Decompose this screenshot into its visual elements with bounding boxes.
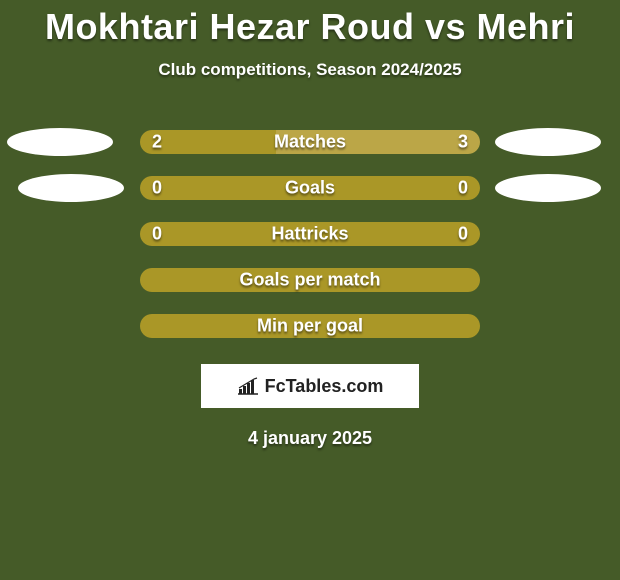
stat-rows: 2 3 Matches 0 0 Goals 0 0 Hattricks Goals per mat… [0,130,620,338]
stat-value-left: 2 [152,132,162,153]
team-ellipse-left [18,174,124,202]
stat-bar: Min per goal [140,314,480,338]
logo-box: FcTables.com [201,364,419,408]
stat-label: Hattricks [271,224,348,245]
stat-value-right: 0 [458,178,468,199]
date-line: 4 january 2025 [0,428,620,449]
stat-label: Goals [285,178,335,199]
stat-label: Goals per match [239,270,380,291]
stat-value-right: 3 [458,132,468,153]
stat-value-left: 0 [152,178,162,199]
stat-bar: 0 0 Hattricks [140,222,480,246]
stat-row: 0 0 Hattricks [0,222,620,246]
stat-row: 2 3 Matches [0,130,620,154]
team-ellipse-right [495,174,601,202]
stat-row: Min per goal [0,314,620,338]
stat-value-right: 0 [458,224,468,245]
comparison-card: Mokhtari Hezar Roud vs Mehri Club compet… [0,0,620,580]
subtitle: Club competitions, Season 2024/2025 [0,60,620,80]
stat-value-left: 0 [152,224,162,245]
stat-bar: Goals per match [140,268,480,292]
bar-chart-icon [237,377,259,395]
logo-text: FcTables.com [265,376,384,397]
stat-label: Min per goal [257,316,363,337]
team-ellipse-left [7,128,113,156]
stat-bar: 0 0 Goals [140,176,480,200]
team-ellipse-right [495,128,601,156]
stat-bar: 2 3 Matches [140,130,480,154]
stat-label: Matches [274,132,346,153]
stat-row: 0 0 Goals [0,176,620,200]
stat-row: Goals per match [0,268,620,292]
page-title: Mokhtari Hezar Roud vs Mehri [0,6,620,48]
